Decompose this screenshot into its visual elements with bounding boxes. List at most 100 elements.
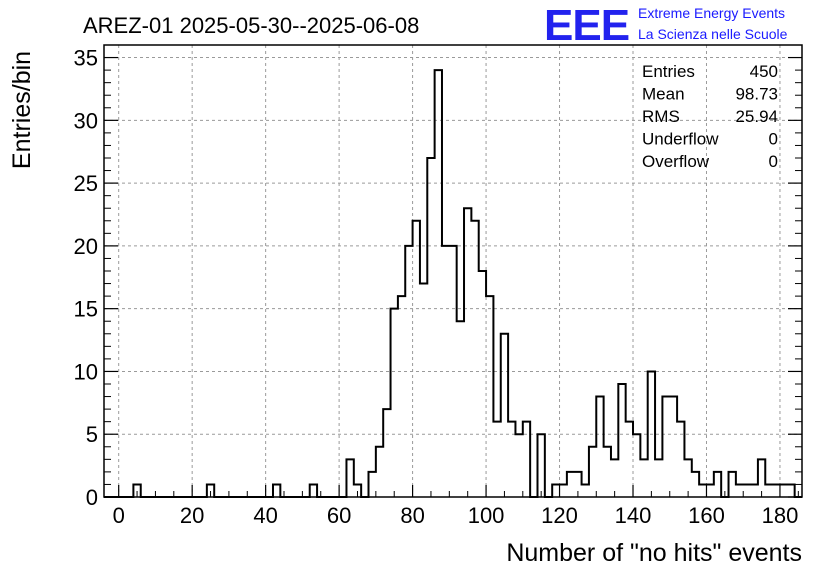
histogram-bin (670, 397, 677, 497)
eee-logo-mark: EEE (544, 1, 629, 50)
histogram-bin (493, 422, 500, 497)
histogram-bin (684, 459, 691, 497)
histogram-bin (346, 459, 353, 497)
y-axis-label: Entries/bin (8, 51, 36, 169)
histogram-bin (640, 459, 647, 497)
histogram-bin (611, 459, 618, 497)
histogram-bin (692, 472, 699, 497)
stat-label: Entries (642, 62, 695, 81)
y-tick-label: 15 (74, 297, 98, 322)
histogram-bin (626, 422, 633, 497)
histogram-bin (133, 484, 140, 497)
histogram-bin (383, 409, 390, 497)
x-tick-label: 60 (327, 503, 351, 528)
x-tick-label: 0 (113, 503, 125, 528)
logo-line-1: Extreme Energy Events (638, 5, 785, 21)
histogram-bin (567, 472, 574, 497)
histogram-bin (751, 484, 758, 497)
x-tick-label: 40 (253, 503, 277, 528)
histogram-bin (464, 208, 471, 497)
histogram-bin (648, 371, 655, 497)
histogram-bin (207, 484, 214, 497)
histogram-bin (552, 484, 559, 497)
histogram-bin (596, 397, 603, 497)
histogram-bin (501, 334, 508, 497)
eee-logo: EEE Extreme Energy Events La Scienza nel… (544, 1, 788, 50)
stat-value: 25.94 (735, 107, 778, 126)
histogram-bin (714, 472, 721, 497)
stat-value: 450 (750, 62, 778, 81)
x-tick-label: 160 (688, 503, 725, 528)
histogram-bin (486, 296, 493, 497)
y-tick-label: 5 (86, 422, 98, 447)
histogram-bin (479, 271, 486, 497)
histogram-bin (471, 221, 478, 497)
histogram-bin (369, 472, 376, 497)
histogram-bin (457, 321, 464, 497)
histogram-bin (758, 459, 765, 497)
stat-label: Mean (642, 85, 685, 104)
histogram-bin (729, 472, 736, 497)
histogram-bin (523, 422, 530, 497)
stat-label: Underflow (642, 130, 719, 149)
histogram-bin (633, 434, 640, 497)
y-tick-label: 10 (74, 359, 98, 384)
histogram-bin (743, 484, 750, 497)
histogram-bin (787, 484, 794, 497)
histogram-bin (604, 447, 611, 497)
histogram-bin (560, 484, 567, 497)
histogram-bin (310, 484, 317, 497)
x-tick-label: 140 (615, 503, 652, 528)
logo-line-2: La Scienza nelle Scuole (638, 26, 788, 42)
histogram-bin (655, 459, 662, 497)
y-tick-label: 35 (74, 46, 98, 71)
x-axis-label: Number of "no hits" events (506, 539, 802, 567)
x-tick-label: 80 (400, 503, 424, 528)
stat-value: 98.73 (735, 85, 778, 104)
y-tick-label: 20 (74, 234, 98, 259)
histogram-bin (435, 70, 442, 497)
histogram-bin (427, 158, 434, 497)
x-tick-label: 20 (180, 503, 204, 528)
histogram-outline (104, 69, 802, 498)
stat-value: 0 (769, 130, 778, 149)
stat-value: 0 (769, 152, 778, 171)
y-tick-label: 25 (74, 171, 98, 196)
histogram-bin (398, 296, 405, 497)
y-tick-label: 0 (86, 485, 98, 510)
y-tick-label: 30 (74, 108, 98, 133)
histogram-bin (574, 472, 581, 497)
histogram-bin (354, 484, 361, 497)
histogram-bin (391, 309, 398, 497)
x-tick-label: 120 (541, 503, 578, 528)
histogram-bin (405, 246, 412, 497)
stats-box: Entries 450 Mean 98.73 RMS 25.94 Underflow 0 Ove… (642, 62, 778, 171)
histogram-bin (449, 246, 456, 497)
histogram-bin (662, 397, 669, 497)
histogram-bin (765, 484, 772, 497)
histogram-bin (537, 434, 544, 497)
histogram-bin (618, 384, 625, 497)
x-tick-label: 100 (468, 503, 505, 528)
histogram-bin (515, 434, 522, 497)
histogram-bin (736, 484, 743, 497)
histogram-bin (273, 484, 280, 497)
histogram-bin (773, 484, 780, 497)
histogram-bin (780, 484, 787, 497)
histogram-bin (508, 422, 515, 497)
stat-label: RMS (642, 107, 680, 126)
histogram-bin (582, 484, 589, 497)
histogram-bin (420, 284, 427, 497)
histogram-bin (677, 422, 684, 497)
histogram-bin (442, 246, 449, 497)
histogram-bin (413, 221, 420, 497)
stat-label: Overflow (642, 152, 710, 171)
histogram-bin (376, 447, 383, 497)
histogram-bin (699, 484, 706, 497)
axis-ticks: 0 20 40 60 80 100 120 140 160 180 0 5 10 15 20 25 30 35 (74, 44, 802, 528)
histogram-bin (706, 484, 713, 497)
x-tick-label: 180 (762, 503, 799, 528)
chart-title: AREZ-01 2025-05-30--2025-06-08 (83, 13, 419, 38)
histogram-bin (589, 447, 596, 497)
